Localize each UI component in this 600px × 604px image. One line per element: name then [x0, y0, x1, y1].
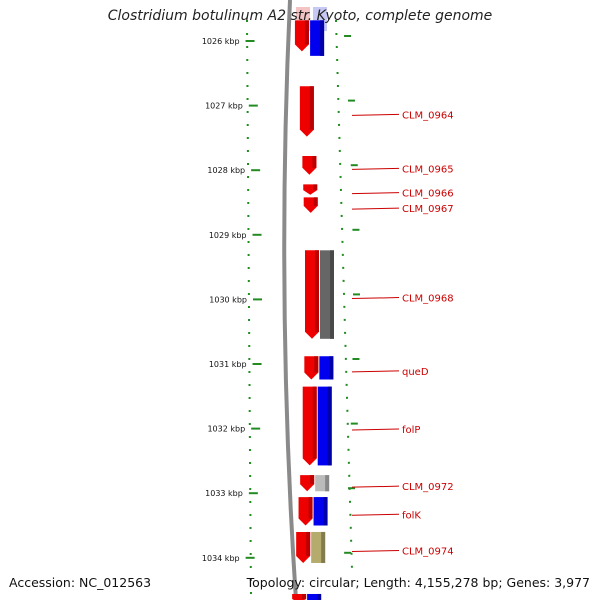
gene-label: CLM_0966: [402, 189, 454, 200]
gene-arrow-shade: [306, 531, 311, 556]
gene-label: folK: [402, 510, 421, 521]
gene-label-leader: [351, 370, 400, 373]
gene-label-leader: [351, 207, 400, 210]
gene-arrow-shade: [308, 497, 313, 519]
partner-block-shade: [320, 20, 325, 56]
gene-label: CLM_0972: [402, 482, 454, 493]
gene-label-leader: [351, 513, 400, 516]
chromosome-arc: [282, 0, 298, 601]
partner-block-shade: [329, 250, 334, 339]
gene-arrow-shade: [313, 184, 318, 191]
gene-arrow-shade: [304, 20, 309, 45]
gene-label-leader: [351, 192, 400, 195]
gene-label: CLM_0967: [402, 204, 454, 215]
gene-label-leader: [351, 549, 400, 552]
gene-label-leader: [351, 428, 400, 431]
gene-label-leader: [351, 485, 400, 488]
gene-arrow-shade: [302, 593, 307, 599]
map-title: Clostridium botulinum A2 str. Kyoto, com…: [107, 8, 493, 24]
partner-block: [307, 593, 322, 604]
partner-block-shade: [323, 497, 328, 526]
gene-label-leader: [351, 167, 400, 170]
gene-arrow-shade: [313, 197, 318, 206]
gene-label: CLM_0968: [402, 294, 454, 305]
ruler-tick-label: 1026 kbp: [202, 37, 240, 46]
gene-label: queD: [402, 367, 429, 378]
ruler-tick-label: 1029 kbp: [209, 231, 247, 240]
partner-block-shade: [325, 475, 330, 492]
gene-arrow-shade: [314, 250, 319, 332]
gene-arrow-shade: [309, 86, 314, 130]
ruler-tick-label: 1030 kbp: [209, 295, 247, 304]
partner-block-shade: [327, 386, 332, 466]
gene-label: CLM_0974: [402, 546, 454, 557]
partner-block-shade: [317, 593, 322, 604]
gene-label-leader: [351, 113, 400, 116]
gene-label: CLM_0965: [402, 164, 454, 175]
genome-summary: Topology: circular; Length: 4,155,278 bp…: [246, 575, 590, 590]
accession-label: Accession: NC_012563: [9, 575, 152, 590]
ruler-tick-label: 1033 kbp: [205, 489, 243, 498]
gene-arrow-shade: [312, 155, 317, 168]
ruler-tick-label: 1027 kbp: [205, 102, 243, 111]
track-guide-line: [335, 19, 353, 571]
ruler-tick-label: 1028 kbp: [207, 166, 245, 175]
gene-arrow-shade: [312, 386, 317, 459]
ruler-tick-label: 1032 kbp: [207, 425, 245, 434]
gene-arrow-shade: [314, 356, 319, 373]
ruler-tick-label: 1031 kbp: [209, 360, 247, 369]
gene-label: CLM_0964: [402, 110, 454, 121]
gene-label-leader: [351, 297, 400, 300]
partner-block-shade: [329, 356, 334, 380]
ruler-tick-label: 1034 kbp: [202, 554, 240, 563]
ruler-guide-line: [246, 19, 252, 601]
gene-label: folP: [402, 425, 420, 436]
partner-block-shade: [321, 531, 326, 563]
gene-arrow-shade: [310, 475, 315, 485]
